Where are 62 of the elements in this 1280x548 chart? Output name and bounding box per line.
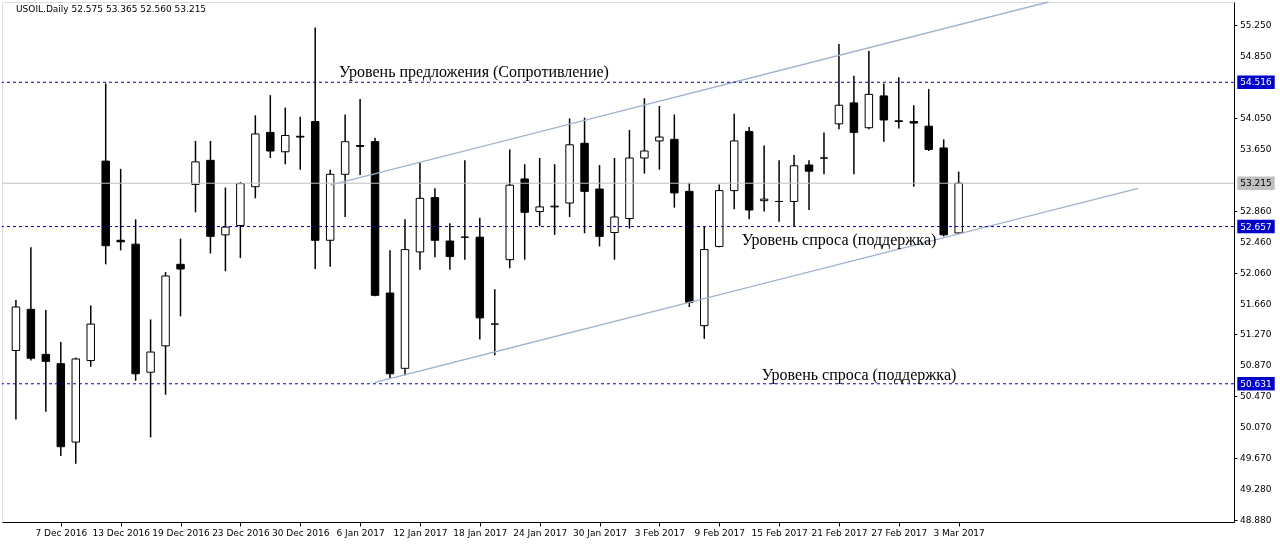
x-tick-label: 13 Dec 2016 — [92, 527, 151, 538]
ref-line-label: 53.215 — [1240, 178, 1272, 189]
x-tick-label: 3 Mar 2017 — [933, 527, 985, 538]
y-tick-label: 54.050 — [1240, 113, 1272, 124]
candlestick — [41, 309, 51, 413]
candlestick — [445, 222, 455, 271]
y-tick-label: 52.860 — [1240, 205, 1272, 216]
ref-line-label: 50.631 — [1240, 378, 1272, 389]
candlestick — [924, 88, 933, 152]
x-tick-label: 24 Jan 2017 — [513, 527, 568, 538]
candlestick — [490, 288, 500, 356]
candlestick — [819, 131, 829, 176]
annotation: Уровень спроса (поддержка) — [761, 366, 957, 384]
x-tick-label: 21 Feb 2017 — [811, 527, 868, 538]
x-tick-label: 27 Feb 2017 — [871, 527, 928, 538]
y-tick-label: 51.270 — [1240, 329, 1272, 340]
candlestick — [804, 159, 814, 211]
candlestick — [834, 43, 844, 131]
x-tick-label: 30 Jan 2017 — [573, 527, 627, 538]
candlestick — [221, 186, 230, 273]
candlestick — [640, 97, 649, 175]
x-tick-label: 30 Dec 2016 — [271, 527, 330, 538]
x-tick-label: 15 Feb 2017 — [751, 527, 808, 538]
x-tick-label: 18 Jan 2017 — [453, 527, 508, 538]
x-tick-label: 3 Feb 2017 — [634, 527, 686, 538]
candlestick — [146, 318, 155, 439]
y-tick-label: 52.060 — [1240, 267, 1272, 278]
x-tick-label: 23 Dec 2016 — [212, 527, 270, 538]
candlestick — [909, 104, 919, 188]
y-tick-label: 49.280 — [1240, 483, 1272, 494]
y-tick-label: 52.460 — [1240, 236, 1272, 247]
ref-line-label: 52.657 — [1240, 221, 1272, 232]
candlestick — [894, 76, 904, 130]
x-tick-label: 19 Dec 2016 — [152, 527, 211, 538]
x-tick-label: 6 Jan 2017 — [336, 527, 385, 538]
candlestick — [266, 94, 275, 159]
y-tick-label: 48.880 — [1240, 514, 1272, 525]
y-tick-label: 50.870 — [1240, 360, 1272, 371]
annotation: Уровень спроса (поддержка) — [741, 231, 937, 249]
y-tick-label: 49.670 — [1240, 453, 1272, 464]
candlestick — [655, 105, 664, 171]
candlestick — [191, 140, 200, 214]
candlestick — [759, 144, 769, 213]
y-tick-label: 55.250 — [1240, 20, 1272, 31]
x-tick-label: 9 Feb 2017 — [694, 527, 745, 538]
candlestick — [355, 98, 365, 176]
ref-line-label: 54.516 — [1240, 77, 1273, 88]
x-tick-label: 12 Jan 2017 — [393, 527, 448, 538]
candlestick — [295, 116, 305, 171]
y-tick-label: 50.070 — [1240, 422, 1272, 433]
candlestick — [550, 163, 559, 236]
candlestick — [176, 237, 185, 318]
y-tick-label: 51.660 — [1240, 298, 1272, 309]
x-tick-label: 7 Dec 2016 — [35, 527, 88, 538]
chart-title: USOIL.Daily 52.575 53.365 52.560 53.215 — [16, 4, 207, 14]
y-tick-label: 54.850 — [1240, 51, 1272, 62]
annotation: Уровень предложения (Сопротивление) — [339, 63, 609, 81]
candlestick — [281, 106, 290, 165]
y-tick-label: 53.650 — [1240, 144, 1272, 155]
candlestick — [610, 157, 619, 261]
candlestick — [535, 157, 544, 228]
y-tick-label: 50.470 — [1240, 391, 1272, 402]
